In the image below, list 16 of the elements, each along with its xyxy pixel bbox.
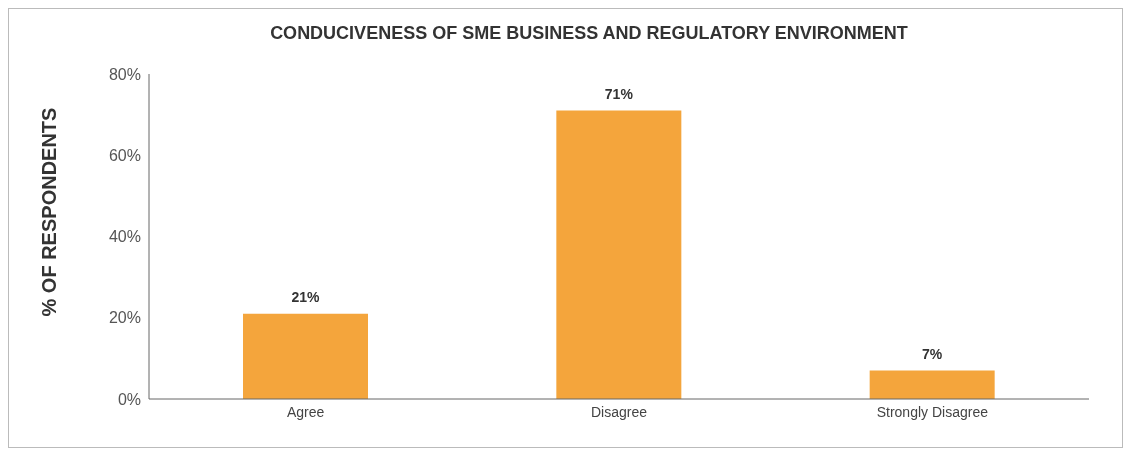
y-tick-label: 0% xyxy=(117,390,141,408)
y-tick-label: 60% xyxy=(108,146,141,164)
x-tick-label: Disagree xyxy=(590,403,648,420)
data-label: 71% xyxy=(604,85,634,102)
data-label: 21% xyxy=(291,288,321,305)
y-axis-title: % OF RESPONDENTS xyxy=(38,107,61,317)
y-tick-label: 20% xyxy=(108,309,141,327)
bar xyxy=(556,110,682,399)
y-tick-label: 80% xyxy=(108,65,141,83)
y-tick-label: 40% xyxy=(108,228,141,246)
x-tick-label: Strongly Disagree xyxy=(876,403,989,420)
bar xyxy=(869,370,995,399)
x-tick-label: Agree xyxy=(286,403,325,420)
bar xyxy=(243,313,368,399)
chart-title: CONDUCIVENESS OF SME BUSINESS AND REGULATORY ENVIRONMENT xyxy=(269,22,909,45)
data-label: 7% xyxy=(922,345,943,362)
